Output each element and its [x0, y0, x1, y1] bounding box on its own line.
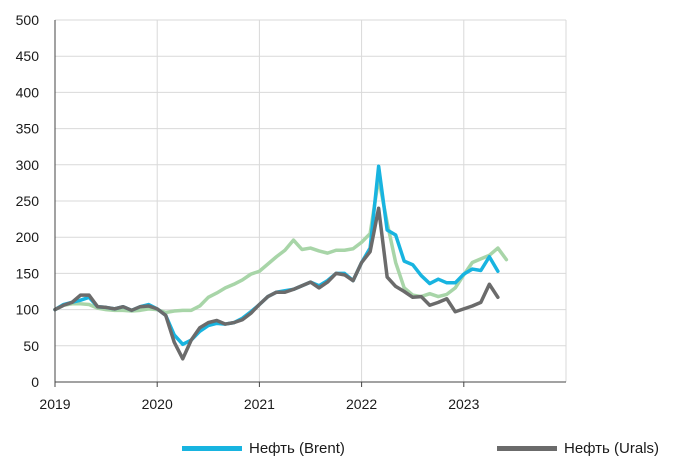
x-tick-label: 2021 — [244, 396, 275, 412]
y-tick-label: 400 — [16, 84, 40, 100]
y-tick-label: 250 — [16, 193, 40, 209]
y-tick-label: 350 — [16, 121, 40, 137]
x-tick-label: 2023 — [448, 396, 479, 412]
series-lines — [53, 164, 509, 361]
y-tick-label: 450 — [16, 48, 40, 64]
x-tick-label: 2020 — [142, 396, 173, 412]
y-tick-label: 0 — [31, 374, 39, 390]
x-tick-label: 2022 — [346, 396, 377, 412]
legend-label-urals: Нефть (Urals) — [564, 439, 660, 457]
legend-swatch-urals — [497, 445, 557, 451]
legend-swatch-brent — [182, 445, 242, 451]
y-tick-label: 500 — [16, 12, 40, 28]
x-tick-label: 2019 — [39, 396, 70, 412]
y-tick-label: 50 — [23, 338, 39, 354]
legend-item-urals: Нефть (Urals) — [497, 438, 659, 458]
axes: 0 50 100 150 200 250 300 350 400 450 500 2019 2020 20… — [16, 12, 566, 412]
legend-label-brent: Нефть (Brent) — [249, 439, 345, 457]
grid — [54, 19, 567, 383]
y-tick-label: 100 — [16, 302, 40, 318]
series-line-urals — [53, 206, 500, 361]
y-tick-label: 200 — [16, 229, 40, 245]
y-tick-label: 150 — [16, 265, 40, 281]
y-tick-label: 300 — [16, 157, 40, 173]
legend-item-brent: Нефть (Brent) — [182, 438, 345, 458]
